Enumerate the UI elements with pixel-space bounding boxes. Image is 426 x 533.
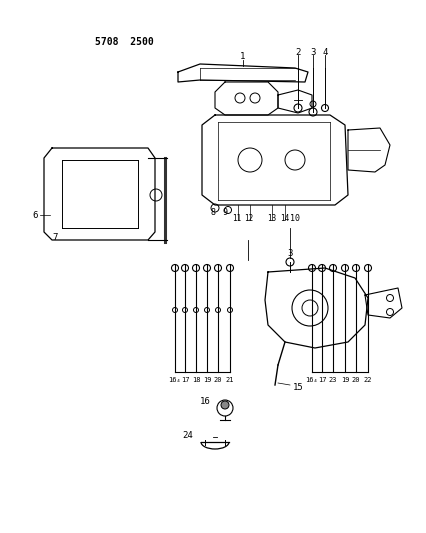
Text: 2: 2 bbox=[295, 47, 300, 56]
Text: 7: 7 bbox=[52, 232, 58, 241]
Text: 12: 12 bbox=[244, 214, 253, 222]
Text: 17: 17 bbox=[180, 377, 189, 383]
Text: 9: 9 bbox=[222, 207, 227, 216]
Text: 19: 19 bbox=[340, 377, 348, 383]
Text: 8: 8 bbox=[210, 207, 215, 216]
Text: 13: 13 bbox=[267, 214, 276, 222]
Text: 20: 20 bbox=[351, 377, 360, 383]
Text: 5708  2500: 5708 2500 bbox=[95, 37, 153, 47]
Text: 3: 3 bbox=[287, 248, 292, 257]
Text: 16: 16 bbox=[199, 398, 210, 407]
Text: 21: 21 bbox=[225, 377, 234, 383]
Text: 23: 23 bbox=[328, 377, 337, 383]
Text: 6: 6 bbox=[32, 211, 37, 220]
Text: 1: 1 bbox=[240, 52, 245, 61]
Text: 15: 15 bbox=[292, 384, 302, 392]
Text: 4: 4 bbox=[322, 47, 327, 56]
Text: 20: 20 bbox=[213, 377, 222, 383]
Text: 16₄: 16₄ bbox=[168, 377, 181, 383]
Text: 16₄: 16₄ bbox=[305, 377, 318, 383]
Text: 14: 14 bbox=[280, 214, 289, 222]
Text: 22: 22 bbox=[363, 377, 371, 383]
Text: 11: 11 bbox=[232, 214, 241, 222]
Text: 17: 17 bbox=[317, 377, 325, 383]
Text: 18: 18 bbox=[191, 377, 200, 383]
Text: 24: 24 bbox=[182, 431, 193, 440]
Text: 19: 19 bbox=[202, 377, 211, 383]
Circle shape bbox=[221, 401, 228, 409]
Text: 3: 3 bbox=[310, 47, 315, 56]
Text: 10: 10 bbox=[289, 214, 299, 222]
